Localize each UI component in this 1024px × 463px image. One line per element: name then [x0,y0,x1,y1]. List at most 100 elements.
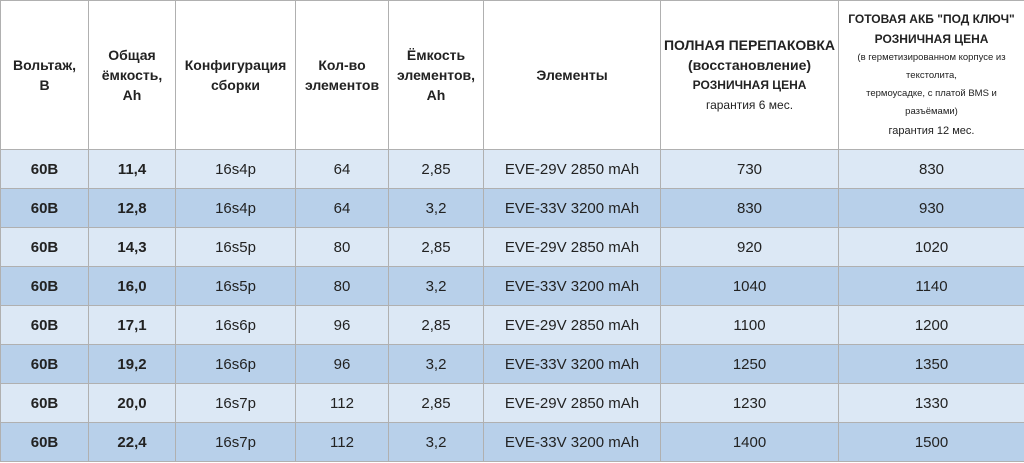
table-cell: 16s5p [175,227,296,267]
table-cell: 12,8 [88,188,176,228]
table-cell: 3,2 [388,266,484,306]
table-cell: 3,2 [388,344,484,384]
table-cell: 80 [295,227,389,267]
table-cell: 830 [660,188,839,228]
table-cell: EVE-33V 3200 mAh [483,344,661,384]
table-cell: EVE-29V 2850 mAh [483,149,661,189]
table-header: Вольтаж, В Общая ёмкость, Ah Конфигурация сбор… [0,0,1024,150]
table-cell: EVE-29V 2850 mAh [483,305,661,345]
header-text: В [39,77,50,93]
header-cell: ГОТОВАЯ АКБ "ПОД КЛЮЧ" РОЗНИЧНАЯ ЦЕНА (в г… [838,0,1024,150]
table-cell: 60В [0,227,89,267]
table-cell: EVE-33V 3200 mAh [483,266,661,306]
table-row: 60В 16,0 16s5p 80 3,2 EVE-33V 3200 mAh 1040 114… [0,266,1024,306]
table-cell: 920 [660,227,839,267]
header-cell: Элементы [483,0,661,150]
table-cell: 16s5p [175,266,296,306]
header-row: Вольтаж, В Общая ёмкость, Ah Конфигурация сбор… [0,0,1024,150]
header-text: (восстановление) [687,57,812,73]
table-cell: 830 [838,149,1024,189]
table-cell: 64 [295,188,389,228]
header-text: ёмкость, [101,67,163,83]
table-cell: 2,85 [388,149,484,189]
table-row: 60В 19,2 16s6p 96 3,2 EVE-33V 3200 mAh 1250 135… [0,344,1024,384]
table-cell: 1100 [660,305,839,345]
table-row: 60В 17,1 16s6p 96 2,85 EVE-29V 2850 mAh 1100 12… [0,305,1024,345]
table-cell: 20,0 [88,383,176,423]
table-cell: 1040 [660,266,839,306]
table-cell: EVE-29V 2850 mAh [483,383,661,423]
header-cell: ПОЛНАЯ ПЕРЕПАКОВКА (восстановление) РОЗНИЧ… [660,0,839,150]
table-row: 60В 11,4 16s4p 64 2,85 EVE-29V 2850 mAh 730 830 [0,149,1024,189]
header-text: элементов, [396,67,475,83]
table-cell: 16,0 [88,266,176,306]
header-cell: Кол-во элементов [295,0,389,150]
table-cell: 16s7p [175,383,296,423]
table-cell: 19,2 [88,344,176,384]
table-cell: EVE-29V 2850 mAh [483,227,661,267]
table-cell: 3,2 [388,422,484,462]
header-text: сборки [211,77,260,93]
table-cell: 1350 [838,344,1024,384]
table-cell: 60В [0,344,89,384]
table-row: 60В 20,0 16s7p 112 2,85 EVE-29V 2850 mAh 1230 1… [0,383,1024,423]
header-text: Кол-во [318,57,366,73]
table-row: 60В 14,3 16s5p 80 2,85 EVE-29V 2850 mAh 920 102… [0,227,1024,267]
header-text: гарантия 6 мес. [705,98,794,112]
table-cell: 16s7p [175,422,296,462]
table-row: 60В 22,4 16s7p 112 3,2 EVE-33V 3200 mAh 1400 15… [0,422,1024,462]
table-cell: 11,4 [88,149,176,189]
header-text: Ah [122,87,142,103]
header-text: гарантия 12 мес. [888,125,975,137]
table-cell: 60В [0,188,89,228]
table-row: 60В 12,8 16s4p 64 3,2 EVE-33V 3200 mAh 830 930 [0,188,1024,228]
table-cell: EVE-33V 3200 mAh [483,188,661,228]
table-cell: 14,3 [88,227,176,267]
table-cell: 1200 [838,305,1024,345]
header-text: Конфигурация [184,57,287,73]
table-cell: 1330 [838,383,1024,423]
header-cell: Ёмкость элементов, Ah [388,0,484,150]
table-cell: 930 [838,188,1024,228]
header-text: ГОТОВАЯ АКБ "ПОД КЛЮЧ" [848,12,1015,26]
table-cell: 22,4 [88,422,176,462]
table-cell: 1400 [660,422,839,462]
table-cell: 16s4p [175,149,296,189]
header-text: (в герметизированном корпусе из текстоли… [857,52,1006,81]
header-cell: Общая ёмкость, Ah [88,0,176,150]
table-cell: 16s6p [175,344,296,384]
table-cell: 60В [0,266,89,306]
table-cell: 16s4p [175,188,296,228]
header-text: Вольтаж, [12,57,77,73]
table-cell: 60В [0,383,89,423]
table-cell: 1250 [660,344,839,384]
table-cell: 1230 [660,383,839,423]
header-cell: Конфигурация сборки [175,0,296,150]
header-text: термоусадке, с платой BMS и разъёмами) [866,88,997,117]
table-cell: 3,2 [388,188,484,228]
header-text: РОЗНИЧНАЯ ЦЕНА [874,32,989,46]
table-cell: 80 [295,266,389,306]
table-cell: 730 [660,149,839,189]
table-cell: 96 [295,344,389,384]
header-text: Общая [108,47,156,63]
header-cell: Вольтаж, В [0,0,89,150]
table-cell: 112 [295,383,389,423]
table-cell: 60В [0,149,89,189]
table-cell: 17,1 [88,305,176,345]
header-text: Ёмкость [406,47,466,63]
header-text: Ah [426,87,446,103]
header-text: РОЗНИЧНАЯ ЦЕНА [692,78,807,92]
table-cell: 2,85 [388,227,484,267]
table-cell: 1500 [838,422,1024,462]
header-text: ПОЛНАЯ ПЕРЕПАКОВКА [663,37,836,53]
table-cell: 1140 [838,266,1024,306]
table-cell: 1020 [838,227,1024,267]
table-cell: 60В [0,422,89,462]
table-cell: 2,85 [388,383,484,423]
header-text: элементов [304,77,380,93]
header-text: Элементы [536,67,608,83]
table-cell: 2,85 [388,305,484,345]
table-cell: EVE-33V 3200 mAh [483,422,661,462]
